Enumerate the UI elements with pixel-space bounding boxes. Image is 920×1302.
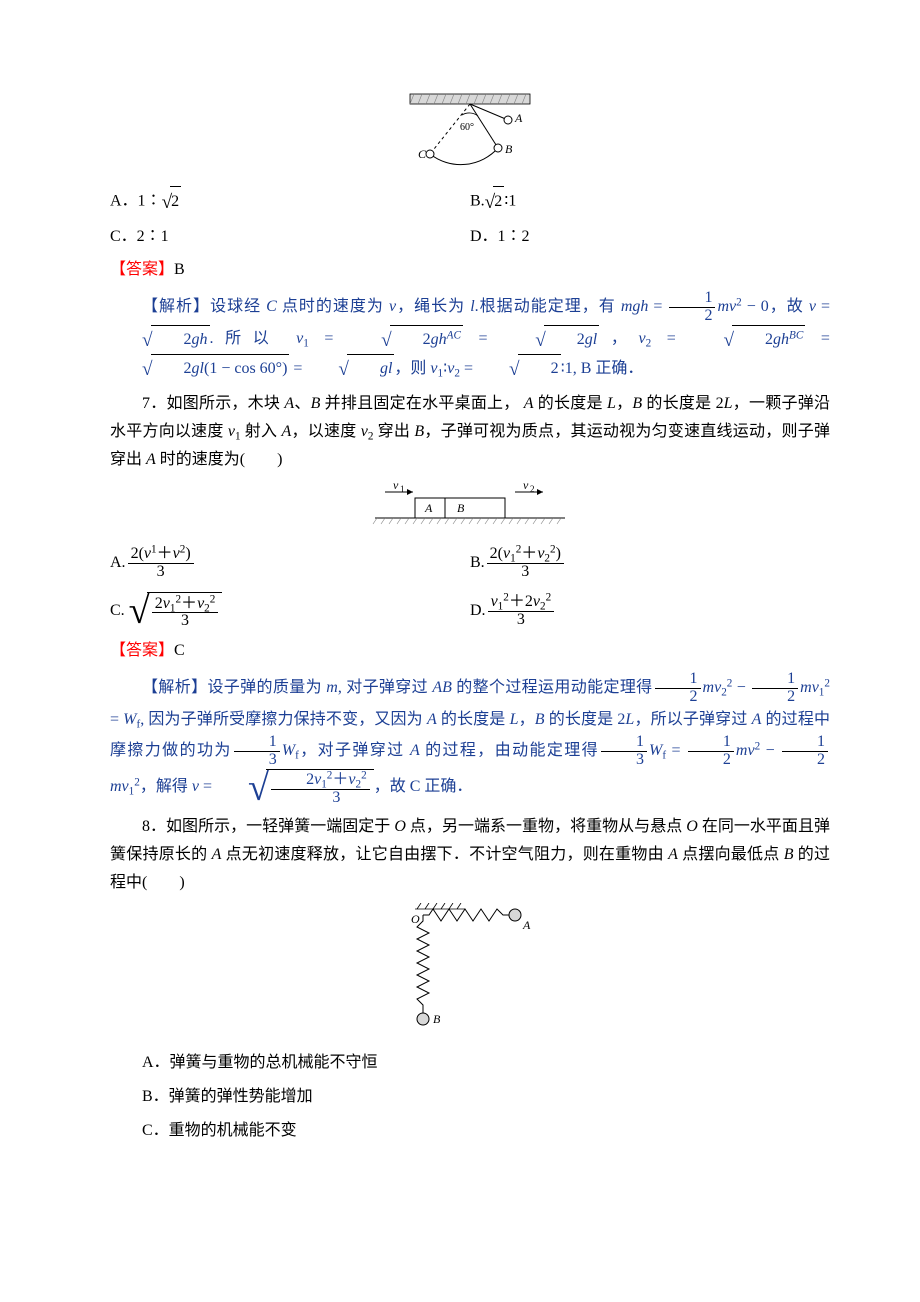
q8-option-A: A．弹簧与重物的总机械能不守恒 [110,1049,830,1077]
q6-options-row-2: C．2∶1 D．1∶2 [110,222,830,252]
q7-answer-letter: C [174,642,185,659]
answer-label: 【答案】 [110,261,174,278]
svg-text:B: B [457,501,465,515]
svg-text:A: A [522,918,531,932]
svg-text:B: B [505,142,513,156]
q7-figure: v 1 v 2 A B [365,480,575,535]
q6-answer: 【答案】B [110,256,830,284]
q7-explain: 【解析】设子弹的质量为 m, 对子弹穿过 AB 的整个过程运用动能定理得12mv… [110,671,830,807]
svg-text:A: A [424,501,433,515]
q8-figure-wrap: O A B [110,903,830,1043]
q6-figure: 60° A B C [400,90,540,180]
explain-label: 【解析】 [142,298,210,315]
svg-text:C: C [418,147,427,161]
q6-options-row-1: A．1∶√2 B.√2∶1 [110,186,830,218]
q7-options-row-2: C. √2v12＋v223 D.v12＋2v223 [110,589,830,633]
q6-figure-wrap: 60° A B C [110,90,830,180]
svg-text:O: O [411,912,420,926]
q7-option-A: A.2(v1＋v2)3 [110,541,470,585]
q7-prompt: 7．如图所示，木块 A、B 并排且固定在水平桌面上， A 的长度是 L，B 的长… [110,390,830,474]
q7-option-D: D.v12＋2v223 [470,589,830,633]
answer-label: 【答案】 [110,642,174,659]
q7-figure-wrap: v 1 v 2 A B [110,480,830,535]
explain-label: 【解析】 [142,679,207,696]
q6-explain: 【解析】设球经 C 点时的速度为 v，绳长为 l.根据动能定理，有 mgh = … [110,290,830,384]
q6-option-C: C．2∶1 [110,222,470,252]
q7-explain-text: 设子弹的质量为 m, 对子弹穿过 AB 的整个过程运用动能定理得12mv22 −… [110,679,830,795]
q7-answer: 【答案】C [110,637,830,665]
svg-text:1: 1 [400,484,405,494]
svg-text:v: v [393,480,399,492]
q6-explain-text: 设球经 C 点时的速度为 v，绳长为 l.根据动能定理，有 mgh = 12mv… [110,298,830,377]
svg-text:v: v [523,480,529,492]
svg-text:B: B [433,1012,441,1026]
q6-option-D: D．1∶2 [470,222,830,252]
q7-options-row-1: A.2(v1＋v2)3 B.2(v12＋v22)3 [110,541,830,585]
q7-option-C: C. √2v12＋v223 [110,589,470,633]
q6-answer-letter: B [174,261,185,278]
q8-figure: O A B [395,903,545,1043]
svg-text:60°: 60° [460,122,474,133]
page: 60° A B C A．1∶√2 B.√2∶1 C．2∶1 D．1∶2 【答案】… [0,0,920,1302]
q6-option-B: B.√2∶1 [470,186,830,218]
q8-prompt: 8．如图所示，一轻弹簧一端固定于 O 点，另一端系一重物，将重物从与悬点 O 在… [110,813,830,897]
q8-option-C: C．重物的机械能不变 [110,1117,830,1145]
q8-option-B: B．弹簧的弹性势能增加 [110,1083,830,1111]
q6-option-A: A．1∶√2 [110,186,470,218]
svg-text:A: A [514,111,523,125]
q7-option-B: B.2(v12＋v22)3 [470,541,830,585]
svg-text:2: 2 [530,484,535,494]
